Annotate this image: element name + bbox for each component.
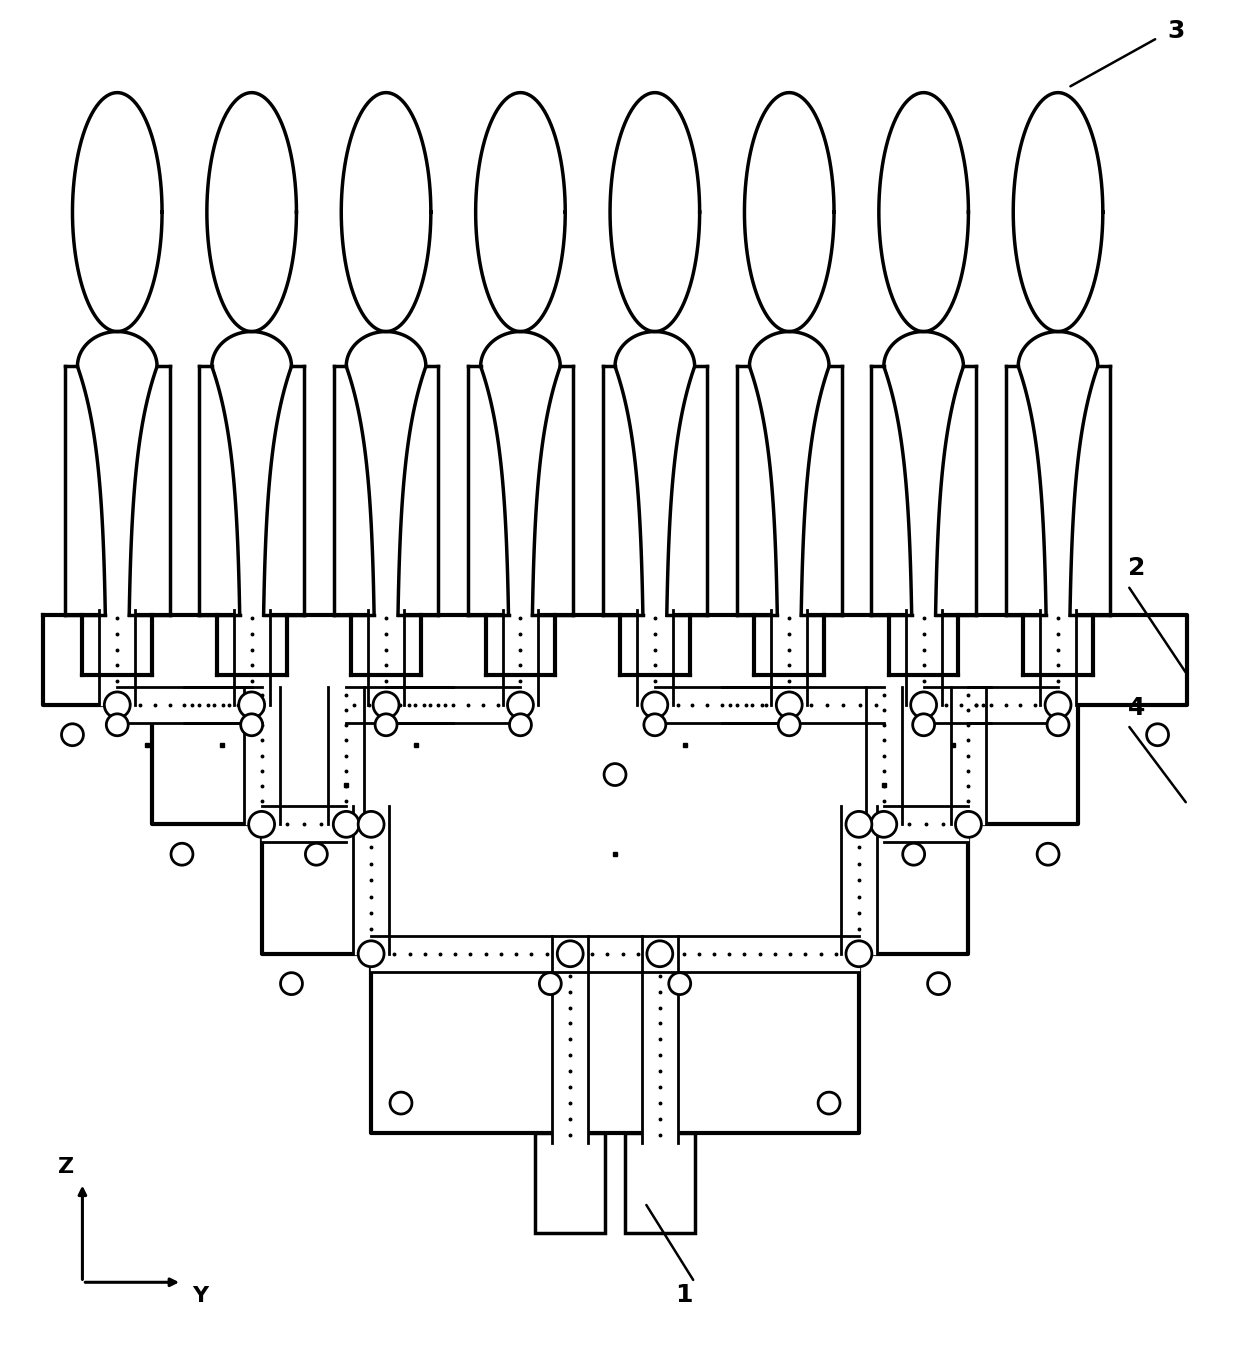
Polygon shape: [502, 610, 538, 705]
Polygon shape: [233, 610, 269, 705]
Polygon shape: [262, 806, 346, 843]
Circle shape: [391, 1092, 412, 1114]
Polygon shape: [924, 687, 1058, 722]
Circle shape: [913, 714, 935, 736]
Polygon shape: [884, 806, 968, 843]
Polygon shape: [353, 806, 389, 954]
Polygon shape: [968, 687, 991, 722]
Text: 1: 1: [675, 1283, 692, 1308]
Polygon shape: [637, 610, 673, 705]
Circle shape: [647, 940, 673, 966]
Circle shape: [1037, 843, 1059, 864]
Circle shape: [956, 812, 981, 837]
Polygon shape: [118, 687, 252, 722]
Polygon shape: [371, 936, 859, 972]
Circle shape: [779, 714, 800, 736]
Circle shape: [557, 940, 583, 966]
Circle shape: [910, 692, 936, 718]
Circle shape: [249, 812, 274, 837]
Polygon shape: [642, 936, 678, 1142]
Polygon shape: [1040, 610, 1076, 705]
Polygon shape: [346, 687, 454, 722]
Circle shape: [107, 714, 128, 736]
Circle shape: [171, 843, 193, 864]
Circle shape: [358, 940, 384, 966]
Polygon shape: [244, 687, 279, 824]
Polygon shape: [386, 687, 521, 722]
Circle shape: [1047, 714, 1069, 736]
Polygon shape: [866, 687, 901, 824]
Circle shape: [539, 973, 562, 995]
Polygon shape: [951, 687, 986, 824]
Polygon shape: [905, 610, 941, 705]
Circle shape: [928, 973, 950, 995]
Polygon shape: [655, 687, 789, 722]
Circle shape: [642, 692, 668, 718]
Circle shape: [668, 973, 691, 995]
Circle shape: [1045, 692, 1071, 718]
Text: Y: Y: [192, 1286, 208, 1306]
Circle shape: [644, 714, 666, 736]
Circle shape: [1147, 724, 1168, 745]
Polygon shape: [99, 610, 135, 705]
Text: 3: 3: [1168, 19, 1185, 43]
Circle shape: [358, 812, 384, 837]
Polygon shape: [771, 610, 807, 705]
Circle shape: [818, 1092, 839, 1114]
Circle shape: [604, 764, 626, 786]
Text: 4: 4: [1127, 696, 1145, 720]
Circle shape: [334, 812, 360, 837]
Text: 2: 2: [1127, 557, 1145, 580]
Circle shape: [241, 714, 263, 736]
Circle shape: [776, 692, 802, 718]
Circle shape: [373, 692, 399, 718]
Circle shape: [903, 843, 925, 864]
Circle shape: [510, 714, 532, 736]
Circle shape: [104, 692, 130, 718]
Circle shape: [507, 692, 533, 718]
Circle shape: [305, 843, 327, 864]
Circle shape: [62, 724, 83, 745]
Polygon shape: [722, 687, 884, 722]
Bar: [625, 1133, 694, 1233]
Circle shape: [846, 812, 872, 837]
Polygon shape: [185, 687, 262, 722]
Bar: [536, 1133, 605, 1233]
Text: Z: Z: [57, 1157, 73, 1176]
Circle shape: [870, 812, 897, 837]
Circle shape: [376, 714, 397, 736]
Circle shape: [239, 692, 264, 718]
Polygon shape: [368, 610, 404, 705]
Circle shape: [280, 973, 303, 995]
Circle shape: [846, 940, 872, 966]
Polygon shape: [329, 687, 365, 824]
Polygon shape: [552, 936, 588, 1142]
Polygon shape: [841, 806, 877, 954]
